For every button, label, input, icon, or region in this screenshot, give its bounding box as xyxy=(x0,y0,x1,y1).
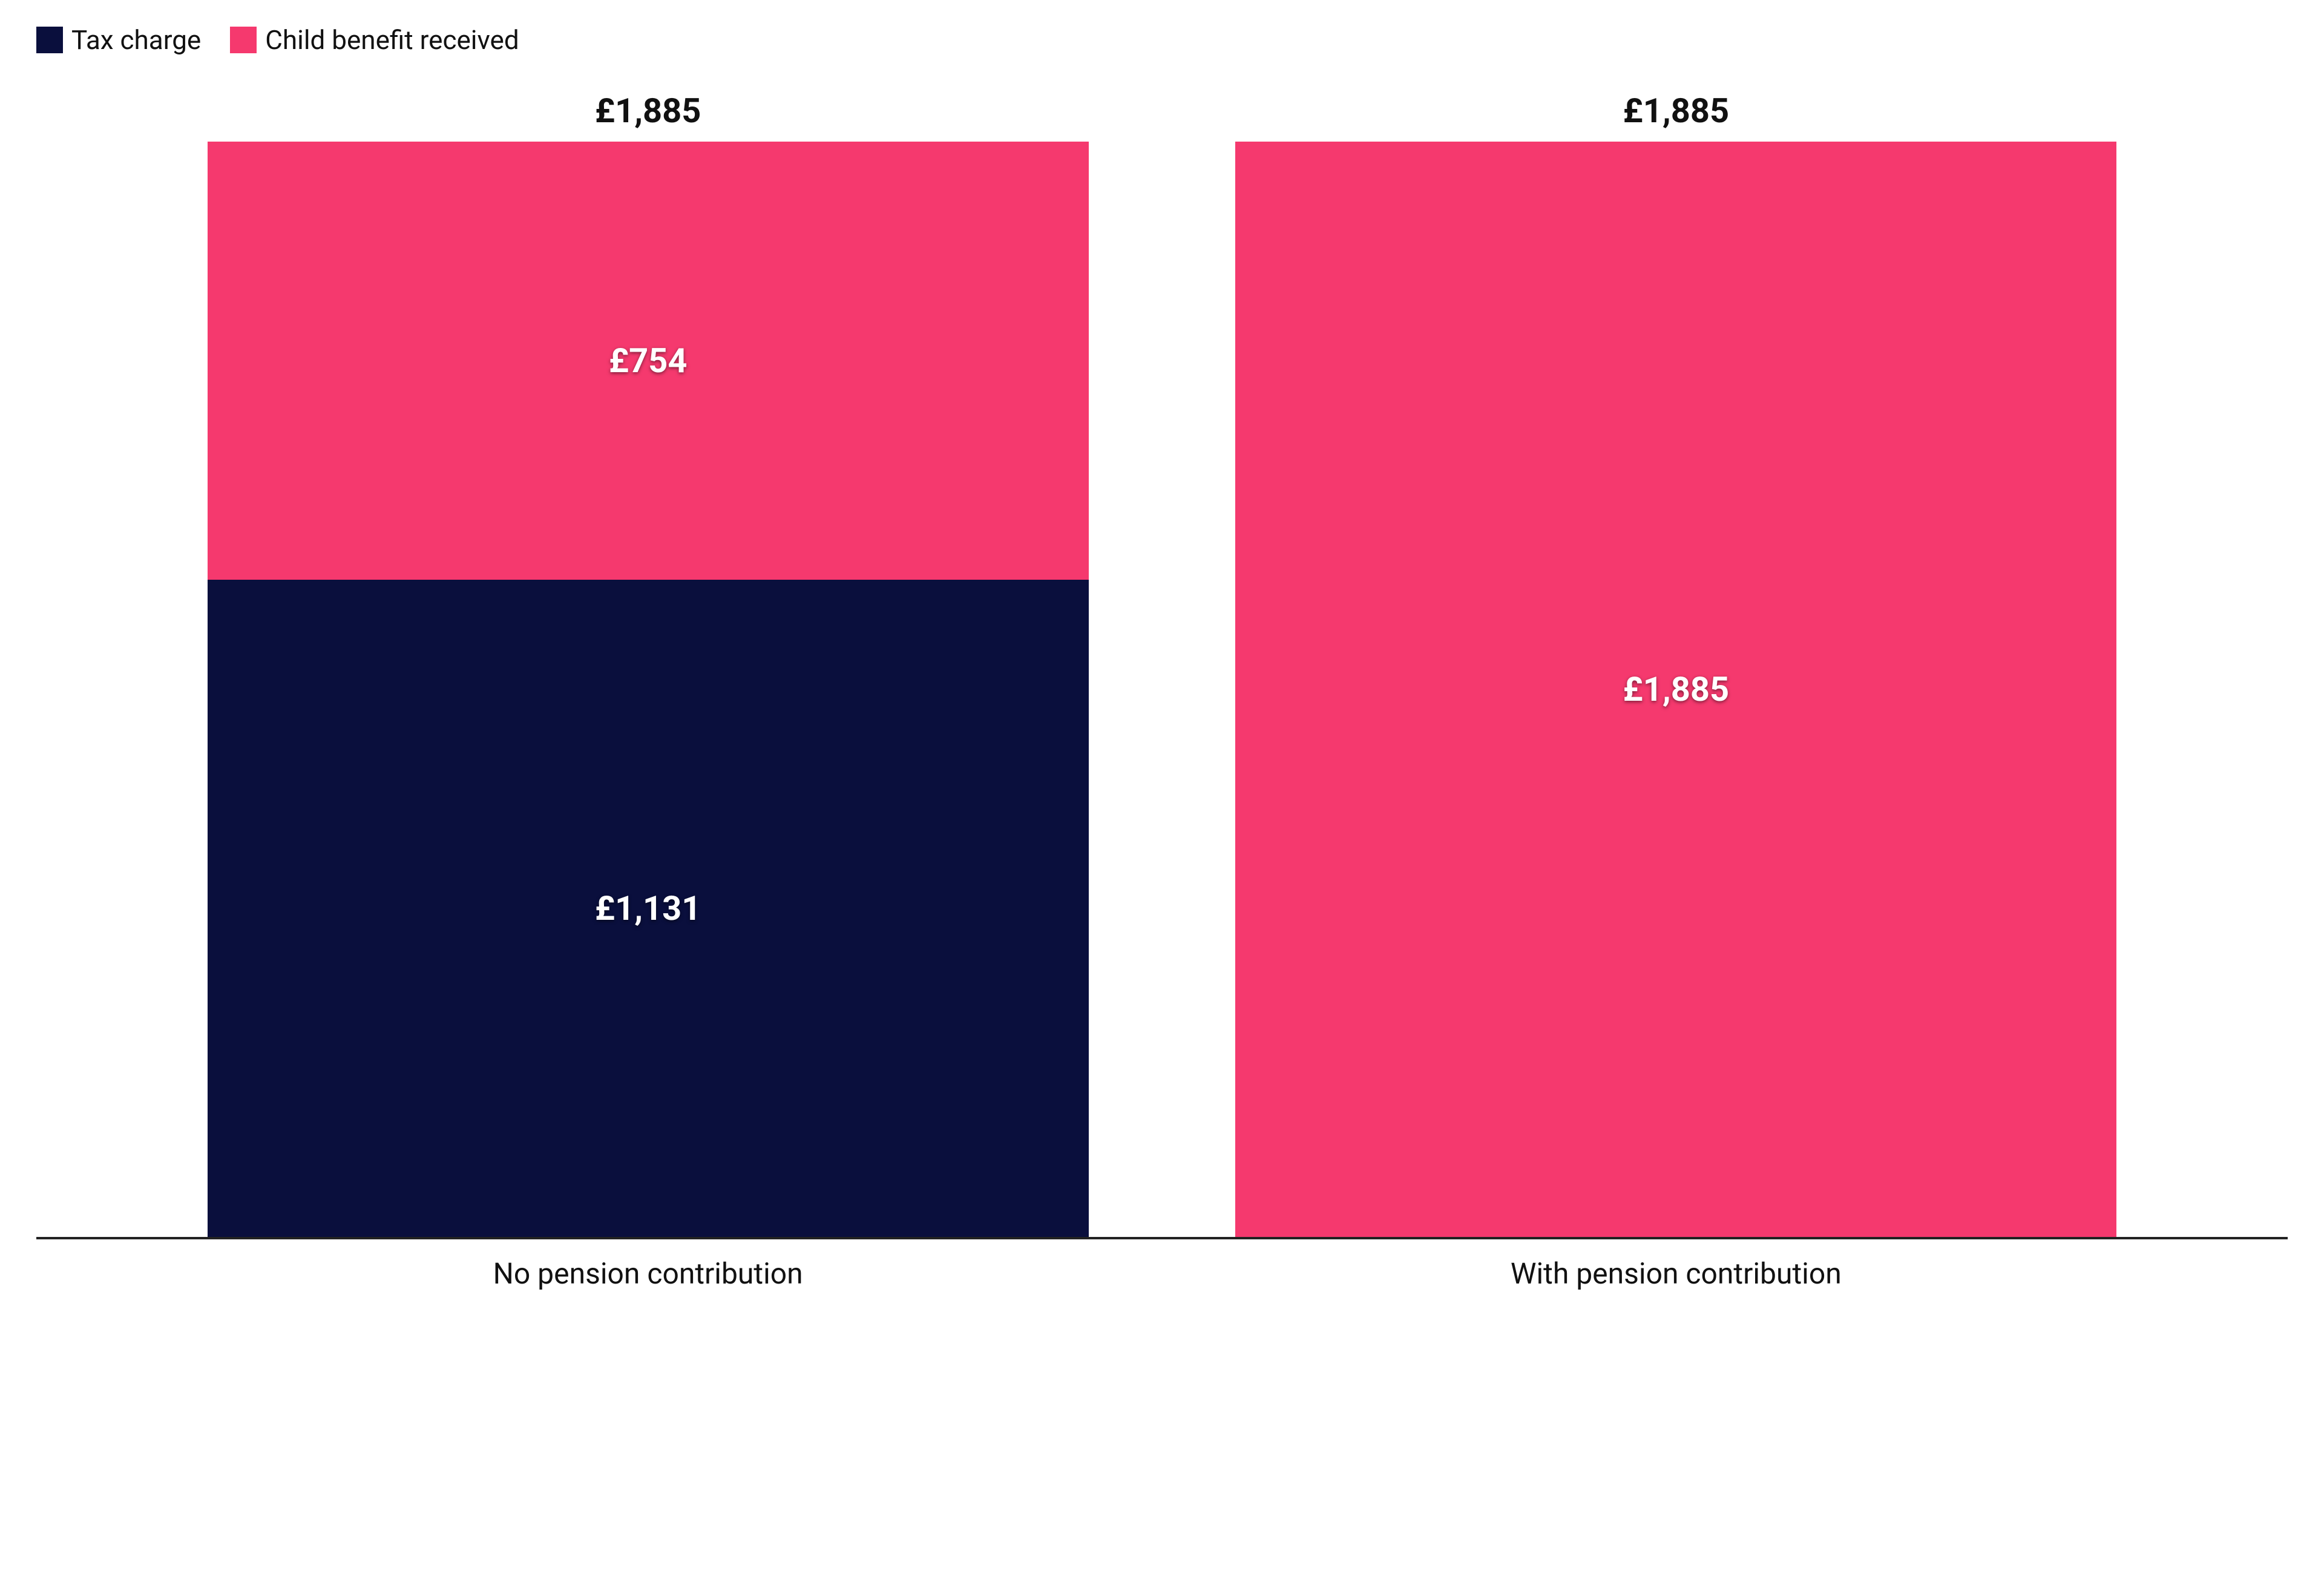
legend: Tax charge Child benefit received xyxy=(36,24,2288,56)
legend-label-tax-charge: Tax charge xyxy=(71,24,201,56)
bar: £754 £1,131 xyxy=(208,142,1089,1237)
bar-segment: £754 xyxy=(208,142,1089,580)
bar: £1,885 xyxy=(1235,142,2116,1237)
stacked-bar-chart: Tax charge Child benefit received £1,885… xyxy=(36,24,2288,1291)
segment-value-label: £1,131 xyxy=(595,888,701,928)
plot-area: £1,885 £754 £1,131 £1,885 £1,885 xyxy=(36,90,2288,1239)
legend-swatch-child-benefit xyxy=(230,27,257,53)
x-axis-category-label: No pension contribution xyxy=(208,1256,1089,1291)
x-axis-labels: No pension contribution With pension cont… xyxy=(36,1256,2288,1291)
bar-segment: £1,131 xyxy=(208,580,1089,1237)
bar-column: £1,885 £754 £1,131 xyxy=(208,91,1089,1237)
segment-value-label: £754 xyxy=(609,341,688,381)
bar-total-label: £1,885 xyxy=(1623,91,1730,131)
segment-value-label: £1,885 xyxy=(1623,669,1730,709)
legend-item-child-benefit: Child benefit received xyxy=(230,24,519,56)
bar-column: £1,885 £1,885 xyxy=(1235,91,2116,1237)
x-axis-category-label: With pension contribution xyxy=(1235,1256,2116,1291)
bar-segment: £1,885 xyxy=(1235,142,2116,1237)
legend-label-child-benefit: Child benefit received xyxy=(265,24,519,56)
legend-item-tax-charge: Tax charge xyxy=(36,24,201,56)
bar-total-label: £1,885 xyxy=(595,91,701,131)
legend-swatch-tax-charge xyxy=(36,27,63,53)
